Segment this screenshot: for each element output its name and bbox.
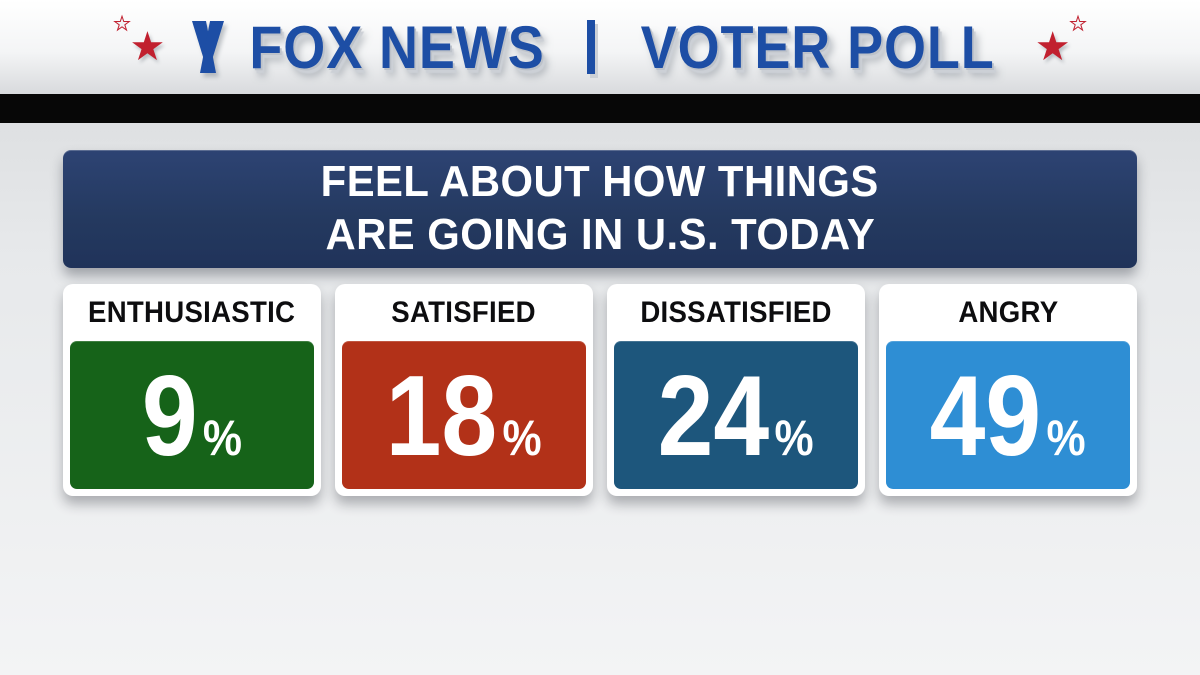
card-label: ENTHUSIASTIC (70, 284, 314, 341)
poll-card-satisfied: SATISFIED 18 % (335, 284, 593, 496)
card-label-text: ANGRY (957, 295, 1059, 329)
star-group-right: ★ ★ (1034, 15, 1087, 69)
header-banner: ★ ★ FOX NEWS VOTER POLL ★ ★ (0, 0, 1200, 94)
brand-text: FOX NEWS (249, 13, 545, 81)
value-number: 24 (657, 353, 770, 480)
card-value: 9 % (142, 360, 242, 474)
question-title-box: FEEL ABOUT HOW THINGS ARE GOING IN U.S. … (63, 150, 1137, 268)
card-value-panel: 18 % (342, 341, 586, 489)
poll-card-angry: ANGRY 49 % (879, 284, 1137, 496)
separator-bar (587, 20, 596, 74)
card-label: DISSATISFIED (614, 284, 858, 341)
value-number: 9 (141, 353, 198, 480)
value-number: 49 (929, 353, 1042, 480)
card-label: ANGRY (886, 284, 1130, 341)
percent-sign: % (202, 410, 243, 466)
percent-sign: % (1046, 410, 1087, 466)
star-icon-right: ★ (1034, 25, 1071, 69)
value-number: 18 (385, 353, 498, 480)
card-value: 18 % (386, 360, 542, 474)
poll-card-enthusiastic: ENTHUSIASTIC 9 % (63, 284, 321, 496)
results-row: ENTHUSIASTIC 9 % SATISFIED 18 % (63, 284, 1137, 496)
voter-poll-title: VOTER POLL (640, 13, 996, 81)
brand-row: ★ ★ FOX NEWS VOTER POLL ★ ★ (113, 13, 1087, 82)
card-value-panel: 49 % (886, 341, 1130, 489)
small-star-icon-left: ★ (113, 14, 131, 35)
divider-bar (0, 94, 1200, 123)
card-value: 49 % (930, 360, 1086, 474)
poll-card-dissatisfied: DISSATISFIED 24 % (607, 284, 865, 496)
small-star-icon-right: ★ (1069, 14, 1087, 35)
question-line-1: FEEL ABOUT HOW THINGS (320, 157, 880, 207)
card-value-panel: 9 % (70, 341, 314, 489)
percent-sign: % (774, 410, 815, 466)
card-value-panel: 24 % (614, 341, 858, 489)
question-line-2: ARE GOING IN U.S. TODAY (325, 210, 875, 259)
card-label-text: SATISFIED (391, 295, 537, 329)
card-label: SATISFIED (342, 284, 586, 341)
fox-news-logo: FOX NEWS (185, 13, 561, 82)
percent-sign: % (502, 410, 543, 466)
card-value: 24 % (658, 360, 814, 474)
searchlight-icon (192, 21, 225, 73)
star-icon-left: ★ (129, 25, 166, 69)
card-label-text: DISSATISFIED (640, 295, 832, 329)
star-group-left: ★ ★ (113, 15, 166, 69)
card-label-text: ENTHUSIASTIC (88, 295, 296, 329)
